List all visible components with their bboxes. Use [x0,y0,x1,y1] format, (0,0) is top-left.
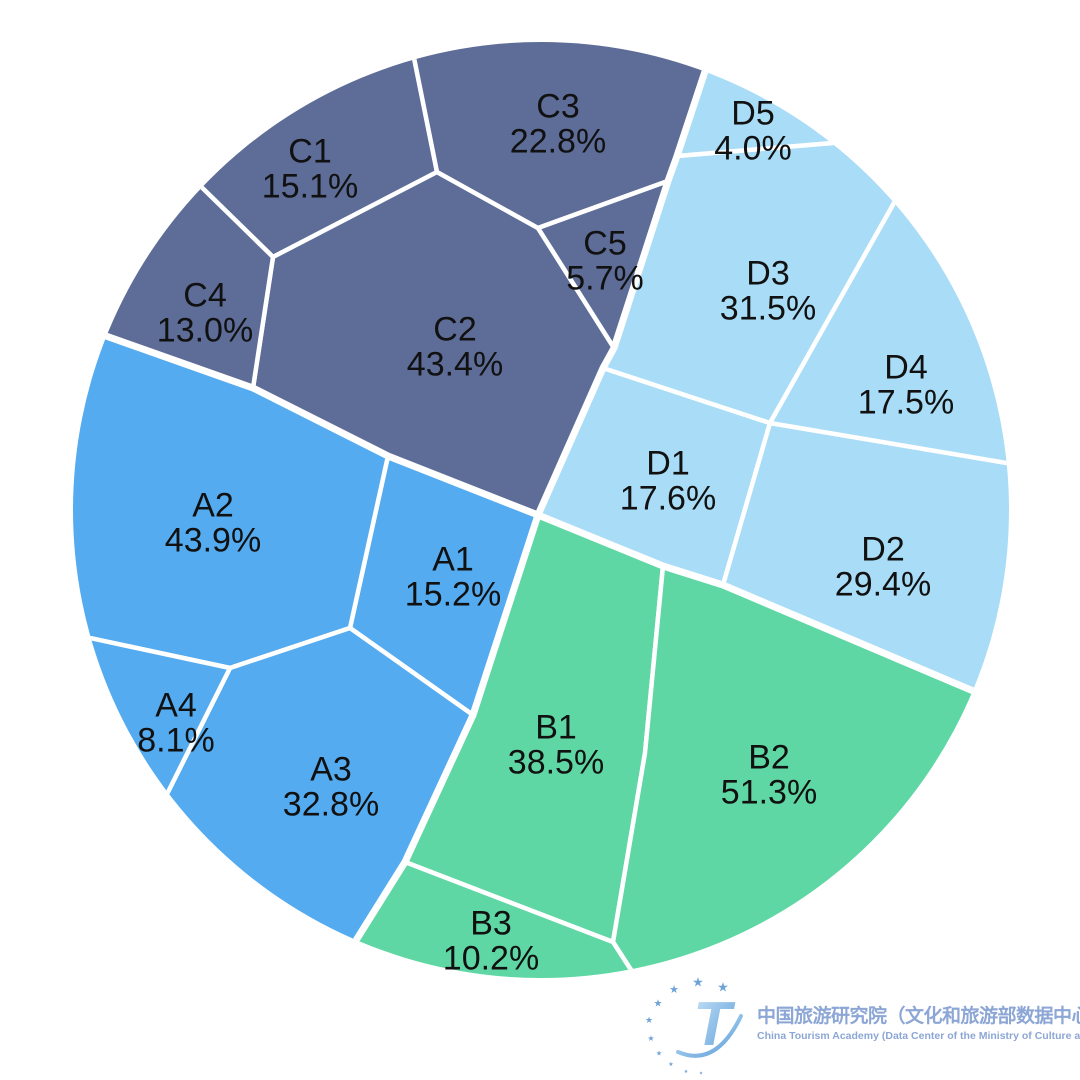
logo-star-icon: ★ [654,999,663,1010]
group-boundary-1 [534,42,726,519]
group-boundary-2 [534,511,1009,719]
logo-star-icon: ★ [699,1071,704,1076]
cell-label-B3: B3 10.2% [443,905,539,978]
cell-label-C1: C1 15.1% [262,133,358,206]
group-boundaries [73,42,1009,978]
logo-star-icon: ★ [668,1061,673,1068]
org-name-english: China Tourism Academy (Data Center of th… [757,1030,1080,1042]
group-boundary-0 [73,309,542,519]
cell-label-D4: D4 17.5% [858,349,954,422]
cell-label-D2: D2 29.4% [835,531,931,604]
logo-swoosh [676,1014,743,1058]
cell-label-A3: A3 32.8% [283,751,379,824]
org-name-chinese: 中国旅游研究院（文化和旅游部数据中心） [757,1004,1080,1027]
cell-label-C2: C2 43.4% [407,311,503,384]
cell-label-D5: D5 4.0% [714,95,792,168]
cell-label-D1: D1 17.6% [620,445,716,518]
logo-star-icon: ★ [717,980,729,995]
cell-label-C4: C4 13.0% [157,277,253,350]
logo-star-arc-icon: ★★★★★★★★★ ★ [645,975,729,1076]
logo-t-mark-icon: T [676,990,743,1059]
logo-star-icon: ★ [669,984,679,996]
logo-star-icon: ★ [692,975,704,990]
group-boundary-3 [326,511,542,978]
logo-star-icon: ★ [684,1069,689,1075]
cell-label-B1: B1 38.5% [508,709,604,782]
cell-label-A1: A1 15.2% [405,541,501,614]
cell-label-A2: A2 43.9% [165,487,261,560]
cell-label-A4: A4 8.1% [137,687,215,760]
cell-label-C5: C5 5.7% [566,225,644,298]
cell-label-D3: D3 31.5% [720,255,816,328]
cell-label-B2: B2 51.3% [721,739,817,812]
cell-labels: A1 15.2% A2 43.9% A3 32.8% A4 8.1% B1 38.5% B2 51.3… [137,88,954,978]
cell-label-C3: C3 22.8% [510,88,606,161]
logo-star-icon: ★ [645,1015,653,1025]
logo-star-icon: ★ [656,1049,662,1057]
logo-star-icon: ★ [647,1034,654,1043]
china-tourism-academy-logo: ★★★★★★★★★ ★ T 中国旅游研究院（文化和旅游部数据中心） China T… [645,975,1080,1076]
